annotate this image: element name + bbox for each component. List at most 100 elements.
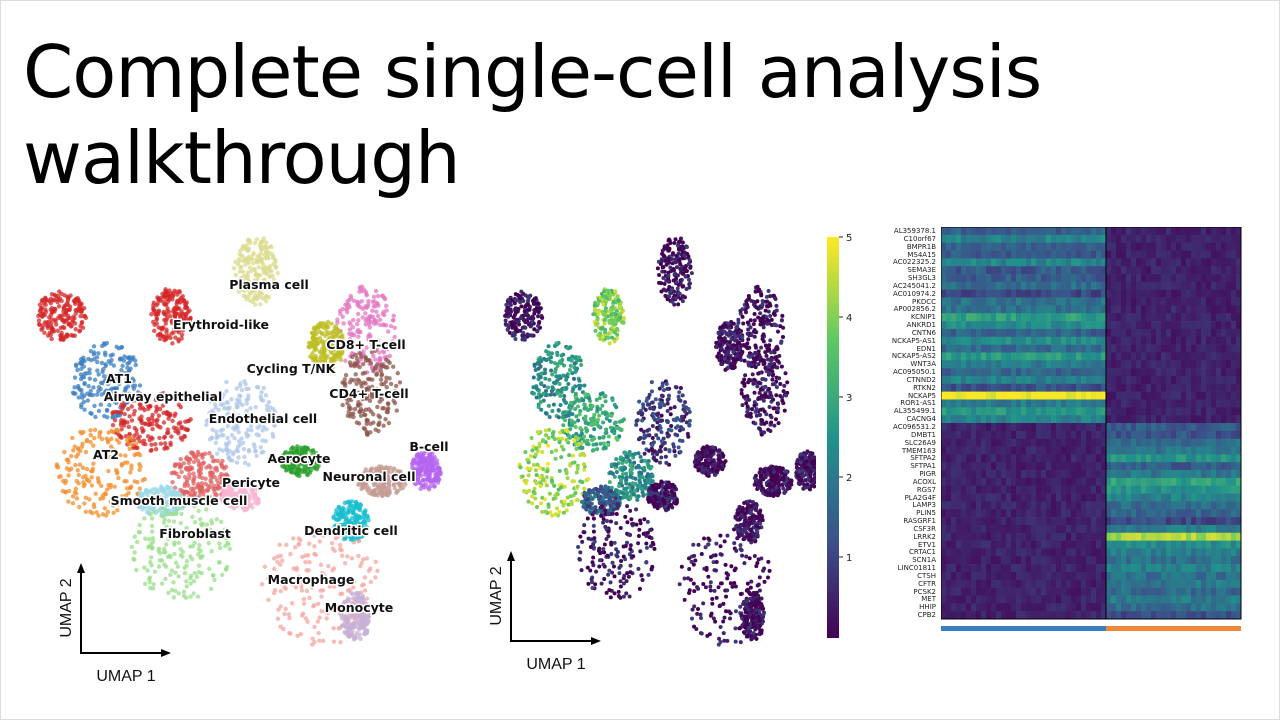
cell-point xyxy=(520,337,525,342)
cell-point xyxy=(142,500,147,505)
cell-point xyxy=(329,540,335,546)
cell-point xyxy=(367,398,373,403)
cell-point xyxy=(768,429,773,434)
cell-point xyxy=(224,564,230,570)
cell-point xyxy=(245,270,251,275)
cell-point xyxy=(79,309,84,315)
cell-point xyxy=(759,293,764,298)
cell-point xyxy=(84,437,90,443)
cell-point xyxy=(386,488,392,494)
cell-point xyxy=(248,503,254,508)
cell-point xyxy=(242,507,247,512)
cell-point xyxy=(349,515,355,521)
cell-point xyxy=(313,353,318,359)
cell-point xyxy=(77,328,83,333)
cell-point xyxy=(164,393,170,399)
cell-point xyxy=(121,358,127,363)
cell-point xyxy=(420,478,426,483)
cell-point xyxy=(81,480,86,485)
cell-point xyxy=(219,519,224,525)
cell-point xyxy=(98,380,104,386)
cell-point xyxy=(264,403,270,408)
cell-point xyxy=(84,477,90,482)
cell-point xyxy=(247,495,252,501)
cell-point xyxy=(72,316,77,321)
cell-point xyxy=(385,365,390,370)
cell-point xyxy=(184,563,189,569)
cell-point xyxy=(331,335,336,340)
cell-point xyxy=(683,274,688,279)
cell-point xyxy=(176,574,181,579)
cluster xyxy=(231,236,280,307)
cell-point xyxy=(577,378,582,383)
cell-point xyxy=(118,434,123,439)
cell-point xyxy=(70,494,76,499)
cell-point xyxy=(352,406,358,412)
cell-point xyxy=(312,544,317,549)
cell-point xyxy=(672,240,677,245)
cell-point xyxy=(300,611,306,616)
cell-point xyxy=(342,394,347,399)
cell-point xyxy=(559,388,564,393)
cell-point xyxy=(159,484,164,490)
cell-point xyxy=(659,289,664,294)
cell-point xyxy=(424,476,430,482)
cell-point xyxy=(339,548,344,553)
cell-point xyxy=(580,445,585,450)
cell-point xyxy=(761,325,766,330)
cell-point xyxy=(257,286,262,291)
cell-point xyxy=(123,386,128,392)
cell-point xyxy=(196,463,202,468)
cell-point xyxy=(722,339,727,344)
cell-point xyxy=(227,546,233,552)
cell-point xyxy=(340,334,345,340)
cell-point xyxy=(232,491,237,497)
cell-point xyxy=(283,457,289,462)
cell-point xyxy=(55,316,61,321)
cell-point xyxy=(242,460,248,466)
cell-point xyxy=(360,361,366,367)
cell-point xyxy=(229,397,234,402)
cell-point xyxy=(384,384,389,390)
cell-point xyxy=(264,271,269,277)
cell-point xyxy=(745,331,750,336)
cell-point xyxy=(339,616,345,621)
cell-point xyxy=(603,313,608,318)
cell-point xyxy=(210,427,215,432)
cell-point xyxy=(136,451,141,456)
cell-point xyxy=(575,366,580,371)
cell-point xyxy=(330,357,336,363)
cell-point xyxy=(125,400,130,405)
cell-point xyxy=(326,564,331,569)
cell-point xyxy=(109,436,114,441)
cell-point xyxy=(74,363,79,369)
cell-point xyxy=(190,514,195,520)
cell-point xyxy=(157,435,162,441)
cell-point xyxy=(171,330,176,335)
cell-point xyxy=(303,553,308,558)
cell-point xyxy=(93,414,98,420)
cell-point xyxy=(534,384,539,389)
cell-point xyxy=(132,358,138,363)
cell-point xyxy=(320,588,326,593)
cell-point xyxy=(377,317,383,323)
cell-point xyxy=(116,475,121,481)
cell-point xyxy=(117,502,122,507)
cell-point xyxy=(224,474,230,479)
cell-point xyxy=(182,483,187,489)
cell-point xyxy=(506,297,511,302)
cell-point xyxy=(521,291,526,296)
cell-point xyxy=(394,408,400,413)
cell-point xyxy=(184,311,189,317)
cell-point xyxy=(365,393,370,398)
cell-point xyxy=(49,321,54,326)
cell-point xyxy=(191,591,196,596)
cell-point xyxy=(384,303,389,309)
cell-point xyxy=(136,499,141,505)
cell-point xyxy=(45,333,51,338)
cell-point xyxy=(360,371,366,376)
cell-point xyxy=(137,503,142,509)
cell-point xyxy=(358,406,364,412)
cell-point xyxy=(389,340,395,346)
cell-point xyxy=(244,397,249,403)
